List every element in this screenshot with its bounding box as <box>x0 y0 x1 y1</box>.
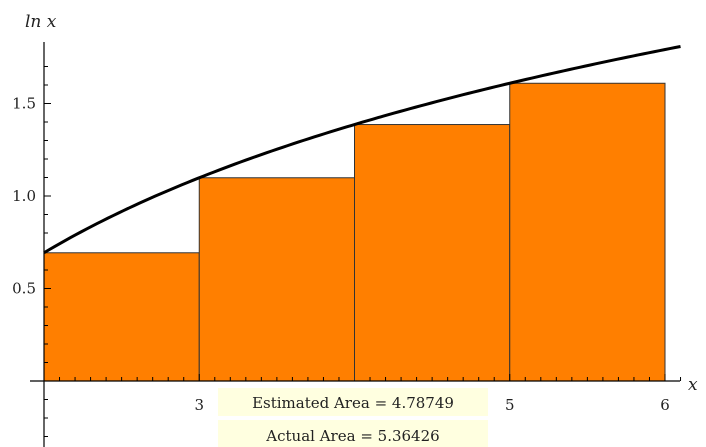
x-tick-label: 6 <box>660 396 670 414</box>
y-tick-label: 1.5 <box>12 95 36 113</box>
x-tick-label: 5 <box>505 396 515 414</box>
ticks: 0.5 1.0 1.5 3 5 6 <box>12 66 682 437</box>
y-tick-label: 1.0 <box>12 187 36 205</box>
y-axis-label: ln x <box>25 12 57 32</box>
actual-area-background <box>218 420 488 447</box>
x-tick-label: 3 <box>194 396 204 414</box>
bar-2 <box>198 177 355 382</box>
actual-area-text: Actual Area = 5.36426 <box>265 427 439 445</box>
x-axis-label: x <box>688 375 698 395</box>
bar-4 <box>509 82 666 382</box>
y-tick-label: 0.5 <box>12 280 36 298</box>
bar-3 <box>354 124 511 382</box>
estimated-area-text: Estimated Area = 4.78749 <box>252 394 454 412</box>
ln-curve <box>43 44 681 255</box>
estimated-area-background <box>218 388 488 416</box>
bar-1 <box>43 252 200 382</box>
bars-layer <box>43 82 666 382</box>
